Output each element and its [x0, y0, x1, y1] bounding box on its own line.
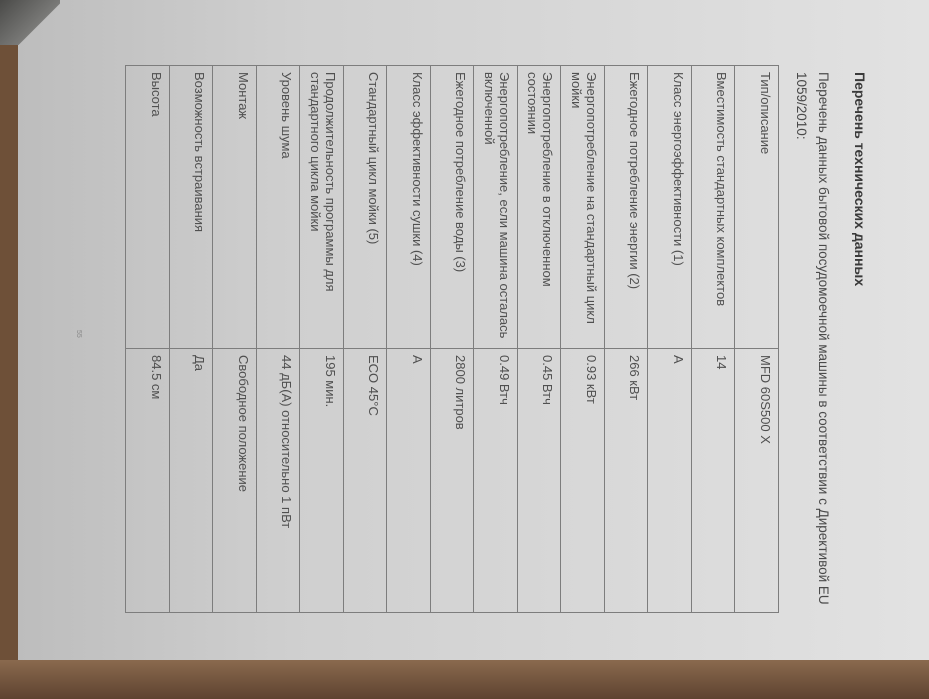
param-cell: Энергопотребление, если машина осталась …: [474, 65, 518, 349]
param-cell: Класс эффективности сушки (4): [387, 65, 431, 349]
table-row: Энергопотребление, если машина осталась …: [474, 65, 518, 613]
document-title: Перечень технических данных: [852, 72, 868, 287]
page-number: 55: [75, 330, 82, 338]
param-cell: Стандартный цикл мойки (5): [343, 65, 387, 349]
value-cell: A: [648, 348, 692, 613]
param-cell: Ежегодное потребление энергии (2): [604, 65, 648, 349]
value-cell: Свободное положение: [213, 348, 257, 613]
tech-data-table: Тип/описание MFD 60S500 X Вместимость стан…: [126, 65, 780, 613]
value-cell: 266 кВт: [604, 348, 648, 613]
table-row: Вместимость стандартных комплектов 14: [691, 65, 735, 613]
value-cell: MFD 60S500 X: [735, 348, 779, 613]
table-row: Продолжительность программы для стандарт…: [300, 65, 344, 613]
param-cell: Энергопотребление в отключенном состояни…: [517, 65, 561, 349]
table-row: Возможность встраивания Да: [169, 65, 213, 613]
value-cell: 14: [691, 348, 735, 613]
table-row: Энергопотребление в отключенном состояни…: [517, 65, 561, 613]
param-cell: Продолжительность программы для стандарт…: [300, 65, 344, 349]
value-cell: 195 мин.: [300, 348, 344, 613]
document-intro: Перечень данных бытовой посудомоечной ма…: [794, 72, 831, 605]
value-cell: ECO 45°C: [343, 348, 387, 613]
table-row: Класс эффективности сушки (4) A: [387, 65, 431, 613]
param-cell: Тип/описание: [735, 65, 779, 349]
param-cell: Возможность встраивания: [169, 65, 213, 349]
param-cell: Вместимость стандартных комплектов: [691, 65, 735, 349]
table-row: Энергопотребление на стандартный цикл мо…: [561, 65, 605, 613]
value-cell: 2800 литров: [430, 348, 474, 613]
param-cell: Высота: [126, 65, 170, 349]
table-row: Класс энергоэффективности (1) A: [648, 65, 692, 613]
table-row: Стандартный цикл мойки (5) ECO 45°C: [343, 65, 387, 613]
value-cell: 0.45 Втч: [517, 348, 561, 613]
value-cell: 0.93 кВт: [561, 348, 605, 613]
param-cell: Энергопотребление на стандартный цикл мо…: [561, 65, 605, 349]
table-row: Уровень шума 44 дБ(А) относительно 1 пВт: [256, 65, 300, 613]
table-row: Ежегодное потребление воды (3) 2800 литро…: [430, 65, 474, 613]
value-cell: 44 дБ(А) относительно 1 пВт: [256, 348, 300, 613]
table-row: Монтаж Свободное положение: [213, 65, 257, 613]
value-cell: 84.5 см: [126, 348, 170, 613]
param-cell: Монтаж: [213, 65, 257, 349]
param-cell: Ежегодное потребление воды (3): [430, 65, 474, 349]
param-cell: Уровень шума: [256, 65, 300, 349]
param-cell: Класс энергоэффективности (1): [648, 65, 692, 349]
value-cell: A: [387, 348, 431, 613]
wooden-surface: [0, 660, 929, 699]
rotated-document-page: Перечень технических данных Перечень дан…: [62, 40, 882, 690]
value-cell: Да: [169, 348, 213, 613]
table-row: Тип/описание MFD 60S500 X: [735, 65, 779, 613]
page-corner-shadow: [0, 0, 60, 45]
value-cell: 0.49 Втч: [474, 348, 518, 613]
table-row: Ежегодное потребление энергии (2) 266 кВт: [604, 65, 648, 613]
table-row: Высота 84.5 см: [126, 65, 170, 613]
